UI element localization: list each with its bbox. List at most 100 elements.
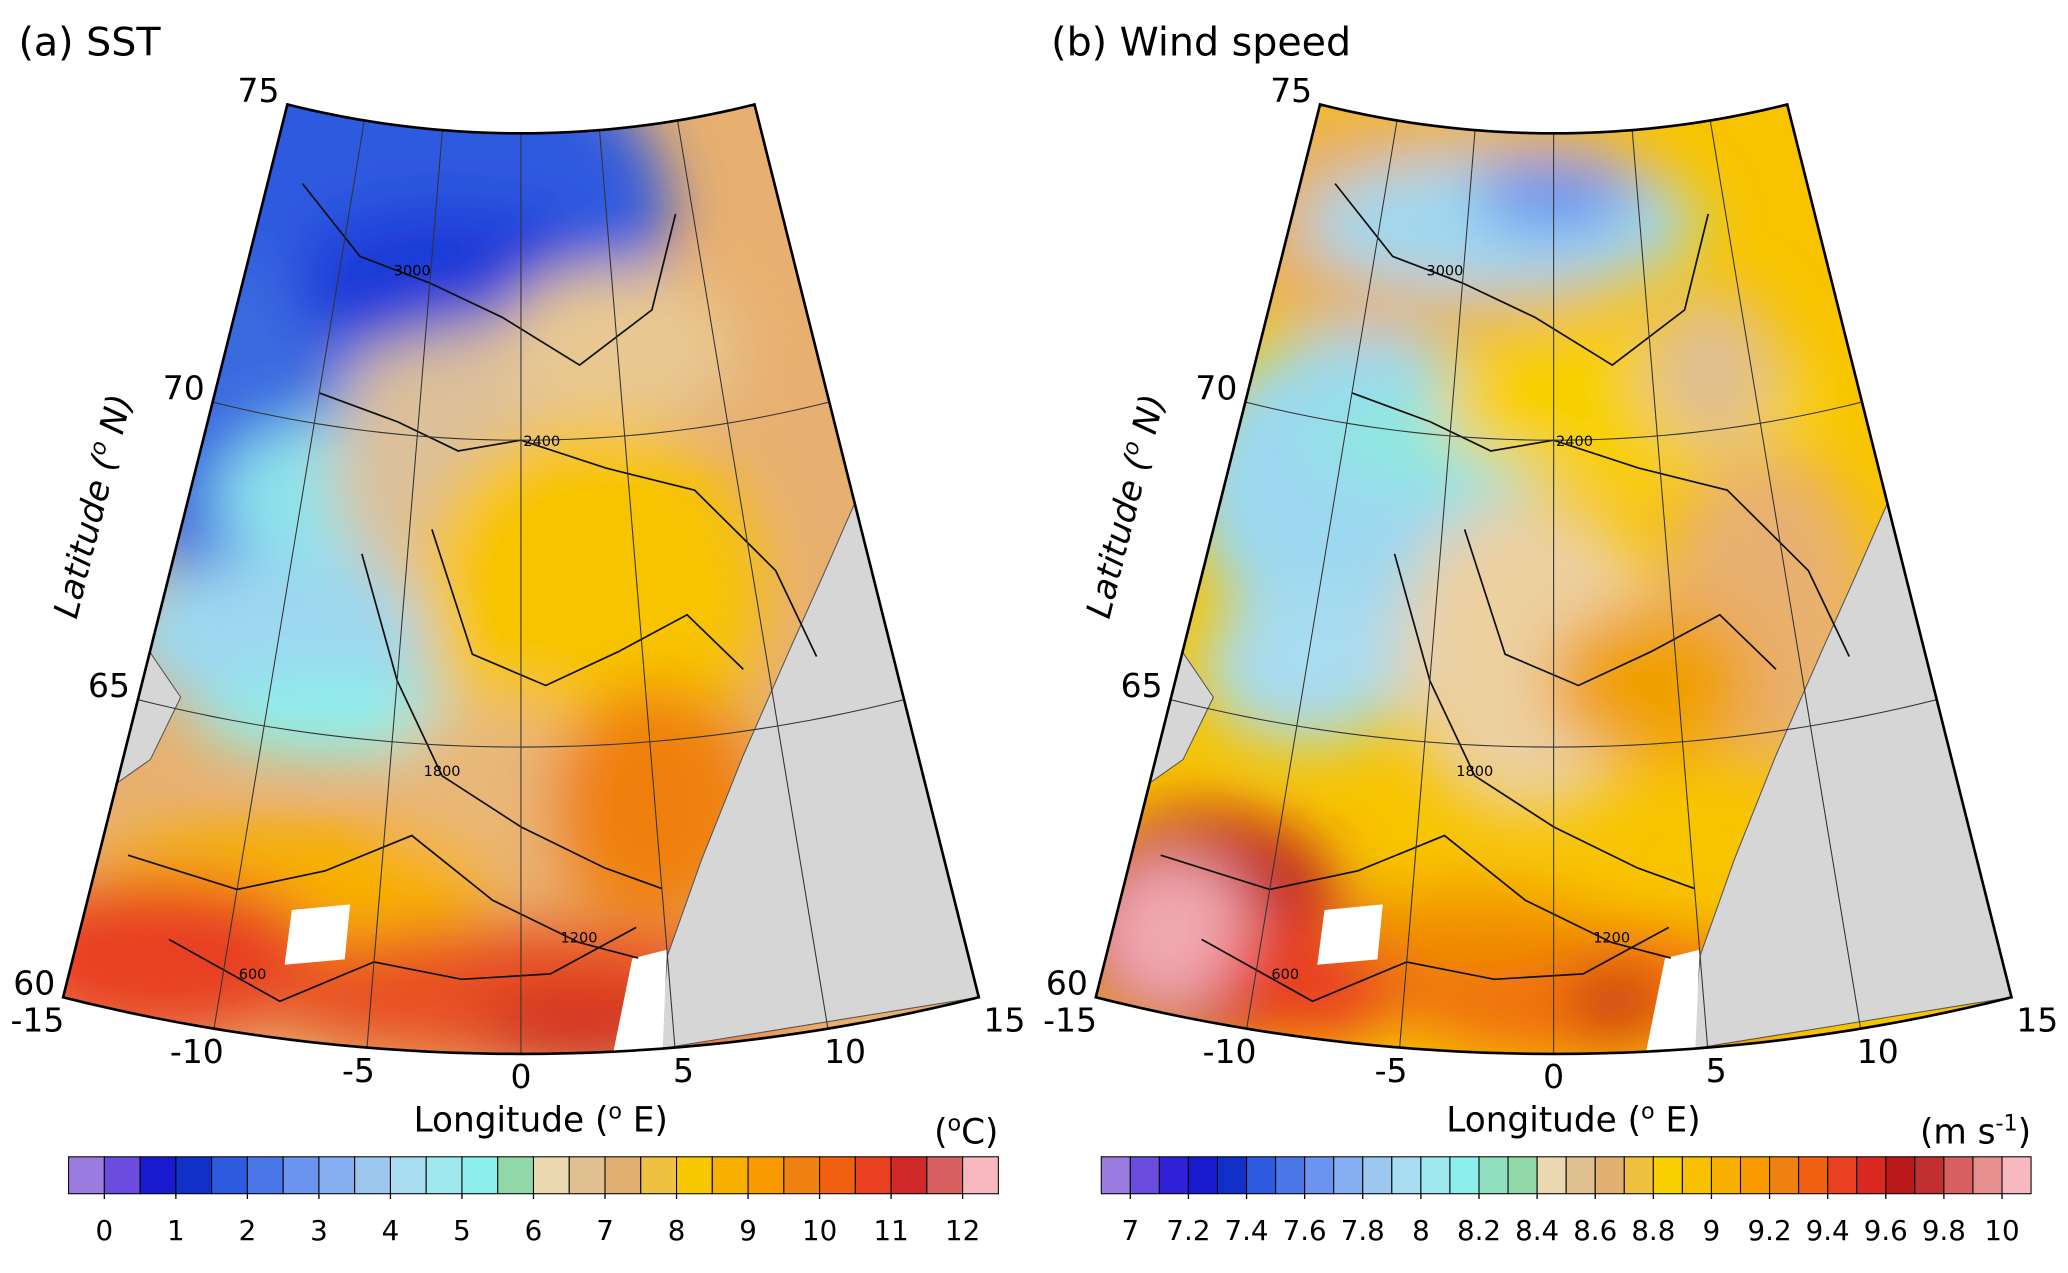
colorbar-tick-label: 4 [382, 1214, 400, 1247]
colorbar-box [1391, 1156, 1422, 1195]
field [1095, 104, 2012, 1054]
lon-tick-label: -15 [1043, 1001, 1097, 1040]
colorbar-box [1246, 1156, 1277, 1195]
colorbar-tick-label: 10 [802, 1214, 837, 1247]
colorbar-box [1362, 1156, 1393, 1195]
colorbar-tick-label: 9.6 [1864, 1214, 1908, 1247]
colorbar-box [1681, 1156, 1712, 1195]
contour-label: 600 [1271, 967, 1299, 983]
colorbar-tick-label: 8.6 [1573, 1214, 1617, 1247]
colorbar-tick-label: 7.2 [1166, 1214, 1210, 1247]
colorbar-tick-label: 5 [453, 1214, 471, 1247]
map-frame [61, 102, 981, 1056]
field-patch [1335, 889, 1600, 969]
y-axis-label: Latitude (o N) [1077, 390, 1173, 622]
contour [1393, 553, 1695, 890]
colorbar-box [1972, 1156, 2003, 1195]
lon-tick-label: 10 [824, 1032, 866, 1071]
colorbar-tick-label: 10 [1984, 1214, 2019, 1247]
colorbar-box [604, 1156, 642, 1195]
lon-tick-label: 15 [2016, 1001, 2058, 1040]
colorbar-box [783, 1156, 821, 1195]
colorbar-tick-label: 9.4 [1806, 1214, 1850, 1247]
contour-label: 2400 [523, 434, 560, 450]
colorbar-box [1275, 1156, 1306, 1195]
lat-tick-label: 65 [1121, 666, 1163, 705]
colorbar-box [1739, 1156, 1771, 1195]
label-part: N) [90, 390, 141, 448]
contour-label: 1200 [1593, 931, 1630, 947]
lon-tick-label: 15 [984, 1001, 1026, 1040]
colorbar-tick-label: 9 [1703, 1214, 1721, 1247]
colorbar-tick-label: 8 [668, 1214, 686, 1247]
lat-tick-label: 65 [88, 666, 130, 705]
label-part: Latitude ( [1079, 450, 1158, 622]
contour [1334, 183, 1710, 367]
lon-tick-label: -10 [170, 1032, 224, 1071]
contour-label: 1800 [1456, 764, 1493, 780]
colorbar-box [211, 1156, 248, 1195]
lat-tick-label: 70 [163, 368, 205, 407]
field-patch [63, 878, 324, 1037]
label-part: ( [934, 1113, 947, 1153]
colorbar-tick-label: 8.4 [1515, 1214, 1559, 1247]
colorbar-tick-label: 7.8 [1341, 1214, 1385, 1247]
colorbar-box [1769, 1156, 1800, 1195]
contour [431, 529, 744, 687]
colorbar-box [1652, 1156, 1683, 1195]
colorbar-box [640, 1156, 678, 1195]
colorbar-box [1420, 1156, 1451, 1195]
meridian [1246, 120, 1398, 1029]
colorbar-box [1798, 1156, 1829, 1195]
colorbar-tick-label: 9.2 [1748, 1214, 1792, 1247]
meridian [213, 120, 365, 1029]
colorbar-box [854, 1156, 892, 1195]
colorbar-box [461, 1156, 499, 1195]
colorbar-box [711, 1156, 749, 1195]
colorbar-box [819, 1156, 856, 1195]
label-sup: o [84, 438, 113, 458]
colorbar-box [676, 1156, 713, 1195]
colorbar-box [1333, 1156, 1364, 1195]
colorbar-box [1914, 1156, 1945, 1195]
colorbar-box [1158, 1156, 1189, 1195]
lon-tick-label: -15 [10, 1001, 64, 1040]
colorbar-box [1216, 1156, 1248, 1195]
colorbar-box [389, 1156, 427, 1195]
colorbar-tick-label: 3 [310, 1214, 328, 1247]
colorbar-box [1507, 1156, 1538, 1195]
meridian [677, 120, 829, 1029]
contour-label: 2400 [1556, 434, 1593, 450]
colorbar-box [1594, 1156, 1625, 1195]
field-patch [389, 698, 601, 857]
lat-tick-label: 70 [1195, 368, 1237, 407]
contour-label: 600 [239, 967, 267, 983]
colorbar-box [68, 1156, 105, 1195]
lon-tick-label: 10 [1857, 1032, 1899, 1071]
lat-tick-label: 60 [1046, 964, 1088, 1003]
meridian [598, 130, 676, 1048]
contour [1201, 926, 1670, 1003]
colorbar-box [1856, 1156, 1887, 1195]
colorbar-box [1478, 1156, 1509, 1195]
colorbar-tick-label: 11 [873, 1214, 908, 1247]
missing [1317, 904, 1383, 965]
colorbar-box [282, 1156, 320, 1195]
field-patch [1574, 977, 1654, 1031]
colorbar-box [103, 1156, 141, 1195]
lat-tick-label: 75 [1270, 71, 1312, 110]
colorbar-unit: (oC) [934, 1111, 998, 1153]
map-frame [1094, 102, 2014, 1056]
colorbar-tick-label: 6 [525, 1214, 543, 1247]
label-part: Latitude ( [46, 450, 125, 622]
colorbar-tick-label: 9.8 [1922, 1214, 1966, 1247]
colorbar-box [1885, 1156, 1916, 1195]
missing [284, 904, 351, 965]
x-axis-label: Longitude (o E) [414, 1099, 668, 1141]
label-part: C) [961, 1113, 998, 1153]
field-blobs [1095, 104, 1873, 1054]
colorbar-box [175, 1156, 213, 1195]
colorbar-box [1187, 1156, 1219, 1195]
